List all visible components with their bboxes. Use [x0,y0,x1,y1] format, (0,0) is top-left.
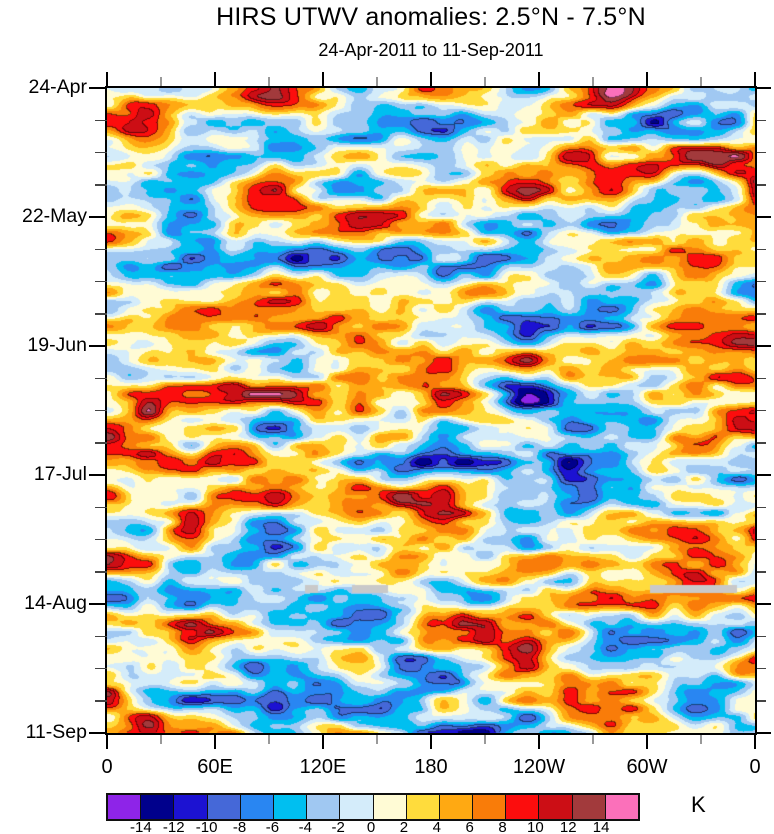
y-axis-right-minor-tick [757,280,766,283]
x-axis-label: 0 [749,756,761,778]
y-axis-right-major-tick [757,603,771,605]
x-axis-minor-tick [268,735,270,744]
top-axis-minor-tick [268,77,270,86]
y-axis-right-minor-tick [757,409,766,412]
x-axis-major-tick [106,735,108,749]
colorbar-cell [108,795,141,819]
colorbar-cell [472,795,506,819]
y-axis-right-minor-tick [757,184,766,186]
y-axis-label: 14-Aug [24,592,87,614]
colorbar-cell [272,795,307,819]
y-axis-right-major-tick [757,732,771,734]
x-axis-minor-tick [376,735,378,744]
y-axis-right-major-tick [757,345,771,347]
x-axis-label: 0 [101,756,113,778]
colorbar-cell [405,795,439,819]
y-axis-right-minor-tick [757,538,766,541]
colorbar-tick-label: 4 [432,819,441,834]
colorbar-tick-label: -6 [265,819,280,834]
colorbar-cell [140,795,174,819]
top-axis-major-tick [430,72,432,86]
top-axis-minor-tick [376,77,378,86]
colorbar-cell [339,795,373,819]
x-axis-minor-tick [700,735,702,744]
x-axis-minor-tick [484,735,486,744]
colorbar-cell [306,795,340,819]
y-axis-right-minor-tick [757,119,766,121]
x-axis-label: 60W [626,756,668,778]
top-axis-major-tick [322,72,324,86]
colorbar-cell [372,795,406,819]
y-axis-right-minor-tick [757,313,766,315]
y-axis-label: 11-Sep [25,721,87,743]
top-axis-minor-tick [160,77,162,86]
y-axis-right-minor-tick [757,442,766,444]
y-axis-right-minor-tick [757,151,766,154]
y-axis-label: 24-Apr [28,76,87,98]
x-axis-minor-tick [160,735,162,744]
x-axis-label: 120E [299,756,347,778]
x-axis-label: 120W [512,756,566,778]
colorbar-tick-label: 0 [366,819,376,834]
x-axis-label: 180 [414,756,448,778]
top-axis-minor-tick [592,77,594,86]
y-axis-label: 19-Jun [27,334,87,356]
top-axis-major-tick [106,72,108,86]
top-axis-minor-tick [484,77,486,86]
y-axis-right-minor-tick [757,635,766,637]
colorbar-tick-label: 2 [399,819,409,834]
y-axis-right-minor-tick [757,571,766,573]
y-axis-right-major-tick [757,87,771,89]
top-axis-minor-tick [700,77,702,86]
y-axis-label: 22-May [21,205,87,227]
x-axis-major-tick [214,735,216,749]
colorbar-tick-label: 10 [527,819,544,834]
x-axis-major-tick [646,735,648,749]
x-axis-label: 60E [197,756,233,778]
hovmoller-field-canvas [107,88,755,733]
colorbar-cell [438,795,473,819]
chart-title: HIRS UTWV anomalies: 2.5°N - 7.5°N [216,3,646,31]
colorbar-tick-label: -2 [331,819,345,834]
y-axis-right-major-tick [757,474,771,476]
colorbar-cell [239,795,273,819]
x-axis-major-tick [322,735,324,749]
colorbar-tick-label: -14 [130,819,152,834]
colorbar-cell [206,795,240,819]
colorbar-unit-label: K [691,792,706,817]
y-axis-label: 17-Jul [33,463,87,485]
colorbar-tick-label: 8 [498,819,507,834]
top-axis-major-tick [754,72,756,86]
y-axis-right-minor-tick [757,377,766,379]
y-axis-right-minor-tick [757,506,766,508]
x-axis-major-tick [430,735,432,749]
y-axis-right-minor-tick [757,667,766,670]
y-axis-right-minor-tick [757,700,766,702]
plot-area [105,86,757,735]
colorbar-cell [173,795,207,819]
colorbar-cell [571,795,605,819]
x-axis-major-tick [538,735,540,749]
x-axis-major-tick [754,735,756,749]
colorbar [106,793,640,821]
top-axis-major-tick [214,72,216,86]
chart-subtitle: 24-Apr-2011 to 11-Sep-2011 [318,40,544,60]
y-axis-right-minor-tick [757,248,766,250]
y-axis-right-major-tick [757,216,771,218]
colorbar-tick-label: -4 [298,819,312,834]
x-axis-minor-tick [592,735,594,744]
top-axis-major-tick [538,72,540,86]
colorbar-tick-label: 6 [465,819,474,834]
colorbar-cell [538,795,572,819]
colorbar-tick-label: -8 [232,819,247,834]
colorbar-tick-label: -10 [195,819,218,834]
colorbar-cell [604,795,638,819]
top-axis-major-tick [646,72,648,86]
colorbar-cell [505,795,539,819]
colorbar-tick-label: 14 [592,819,610,834]
colorbar-tick-label: 12 [559,819,577,834]
colorbar-tick-label: -12 [162,819,185,834]
